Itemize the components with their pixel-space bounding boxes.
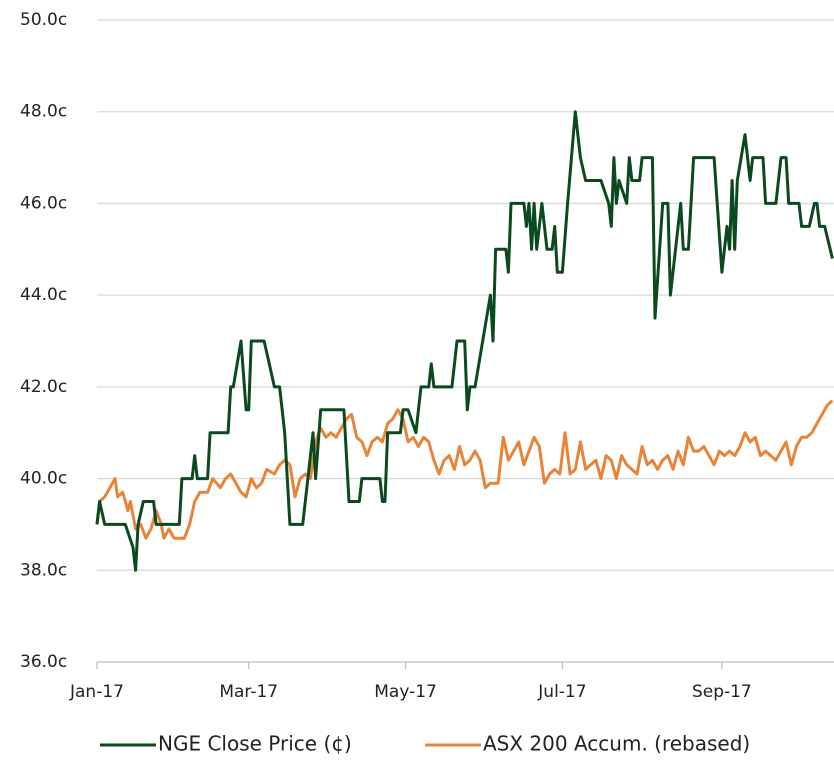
y-tick-label: 46.0c — [20, 193, 67, 213]
y-tick-label: 38.0c — [20, 560, 67, 580]
x-tick-label: May-17 — [374, 682, 437, 702]
line-series — [95, 110, 834, 572]
legend-label: ASX 200 Accum. (rebased) — [483, 732, 750, 756]
y-tick-label: 42.0c — [20, 377, 67, 397]
y-tick-label: 50.0c — [20, 10, 67, 30]
legend-label: NGE Close Price (¢) — [158, 732, 352, 756]
x-tick-label: Jan-17 — [69, 682, 124, 702]
y-tick-label: 36.0c — [20, 652, 67, 672]
x-tick-label: Jul-17 — [537, 682, 586, 702]
y-tick-label: 48.0c — [20, 102, 67, 122]
y-tick-label: 44.0c — [20, 285, 67, 305]
x-tick-label: Mar-17 — [219, 682, 278, 702]
y-tick-label: 40.0c — [20, 469, 67, 489]
line-series — [95, 399, 834, 540]
x-tick-label: Sep-17 — [692, 682, 752, 702]
